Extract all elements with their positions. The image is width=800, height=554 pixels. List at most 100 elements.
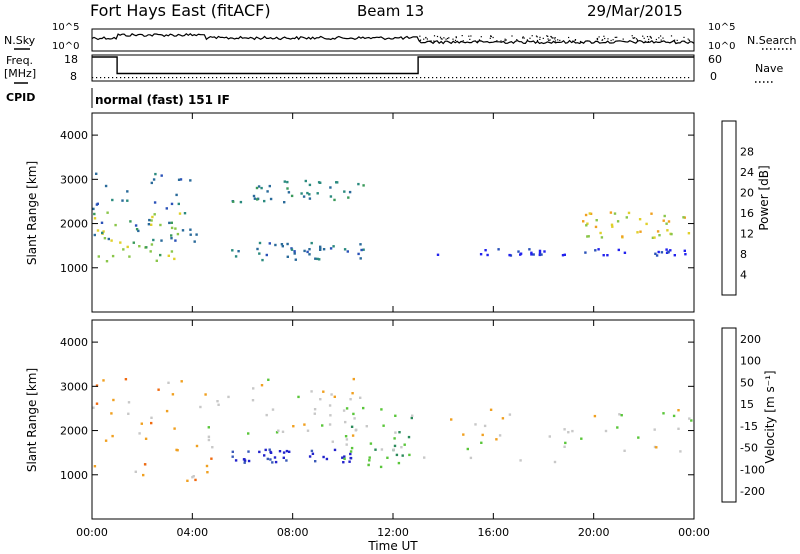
heatmap-cell bbox=[232, 200, 235, 203]
heatmap-cell bbox=[189, 228, 192, 231]
heatmap-cell bbox=[153, 213, 156, 216]
nave-point bbox=[564, 77, 566, 79]
noise-search-point bbox=[536, 39, 539, 42]
heatmap-cell bbox=[300, 192, 303, 195]
heatmap-cell bbox=[328, 423, 332, 426]
nave-point bbox=[656, 77, 658, 79]
heatmap-cell bbox=[348, 190, 352, 194]
nave-point bbox=[592, 77, 594, 79]
heatmap-cell bbox=[268, 448, 271, 451]
heatmap-cell bbox=[667, 251, 670, 254]
heatmap-cell bbox=[189, 233, 192, 236]
heatmap-cell bbox=[104, 439, 108, 442]
nave-point bbox=[224, 77, 226, 79]
nave-point bbox=[216, 77, 218, 79]
noise-search-point bbox=[612, 39, 614, 41]
noise-search-point bbox=[492, 36, 494, 39]
heatmap-cell bbox=[616, 220, 620, 223]
heatmap-cell bbox=[95, 402, 99, 405]
noise-search-point bbox=[531, 35, 533, 37]
noise-search-point bbox=[522, 36, 524, 38]
heatmap-cell bbox=[677, 427, 680, 430]
nave-point bbox=[572, 77, 574, 79]
heatmap-cell bbox=[267, 378, 270, 381]
nave-point bbox=[488, 77, 490, 79]
heatmap-cell bbox=[275, 431, 279, 434]
nave-point bbox=[444, 77, 446, 79]
heatmap-cell bbox=[595, 219, 598, 222]
noise-tick-low-right: 10^0 bbox=[708, 41, 735, 52]
noise-search-point bbox=[539, 36, 541, 38]
heatmap-cell bbox=[410, 416, 413, 420]
heatmap-cell bbox=[177, 178, 181, 181]
heatmap-cell bbox=[343, 248, 347, 251]
heatmap-cell bbox=[345, 438, 349, 441]
heatmap-cell bbox=[528, 248, 531, 251]
power-heatmap bbox=[92, 172, 691, 263]
heatmap-cell bbox=[357, 252, 360, 256]
nave-point bbox=[632, 77, 634, 79]
noise-search-point bbox=[433, 35, 436, 37]
noise-search-point bbox=[551, 37, 553, 39]
nave-point bbox=[352, 77, 354, 79]
noise-search-point bbox=[596, 38, 598, 40]
heatmap-cell bbox=[486, 253, 489, 257]
heatmap-cell bbox=[343, 457, 346, 460]
heatmap-cell bbox=[398, 431, 401, 434]
heatmap-cell bbox=[150, 219, 153, 222]
nave-point bbox=[268, 77, 270, 79]
heatmap-cell bbox=[273, 456, 277, 459]
heatmap-cell bbox=[274, 243, 277, 247]
heatmap-cell bbox=[670, 232, 673, 236]
heatmap-cell bbox=[564, 441, 567, 445]
heatmap-cell bbox=[252, 194, 256, 198]
colorbar-tick-label: 200 bbox=[740, 333, 761, 346]
heatmap-cell bbox=[104, 184, 108, 188]
nave-point bbox=[456, 77, 458, 79]
nave-point bbox=[500, 77, 502, 79]
heatmap-cell bbox=[278, 450, 282, 453]
nave-point bbox=[440, 77, 442, 79]
heatmap-cell bbox=[319, 247, 322, 250]
heatmap-cell bbox=[160, 174, 163, 177]
heatmap-cell bbox=[170, 221, 173, 224]
heatmap-cell bbox=[368, 456, 371, 459]
freq-tick-high: 18 bbox=[64, 53, 78, 66]
heatmap-cell bbox=[650, 212, 653, 215]
nave-point bbox=[484, 77, 486, 79]
heatmap-cell bbox=[253, 197, 257, 200]
nave-point bbox=[516, 77, 518, 79]
nave-point bbox=[128, 77, 130, 79]
heatmap-cell bbox=[408, 453, 411, 457]
noise-search-point bbox=[455, 37, 457, 39]
heatmap-cell bbox=[497, 248, 500, 251]
noise-tick-high-left: 10^5 bbox=[52, 22, 79, 33]
heatmap-cell bbox=[237, 250, 240, 253]
heatmap-cell bbox=[189, 179, 192, 182]
noise-search-point bbox=[670, 35, 673, 37]
heatmap-cell bbox=[269, 197, 273, 201]
noise-search-point bbox=[547, 35, 549, 37]
heatmap-cell bbox=[110, 412, 113, 415]
heatmap-cell bbox=[538, 249, 542, 253]
heatmap-cell bbox=[286, 242, 289, 246]
noise-search-point bbox=[642, 35, 644, 37]
heatmap-cell bbox=[586, 222, 589, 225]
time-tick-label: 00:00 bbox=[678, 526, 710, 539]
time-axis: 00:00 04:00 08:00 12:00 16:00 20:00 00:00 bbox=[76, 526, 710, 539]
nave-point bbox=[184, 77, 186, 79]
heatmap-cell bbox=[610, 223, 614, 226]
noise-search-point bbox=[554, 38, 556, 40]
noise-search-point bbox=[504, 40, 506, 42]
nave-point bbox=[660, 77, 662, 79]
colorbar-tick-label: -15 bbox=[740, 420, 758, 433]
heatmap-cell bbox=[308, 248, 311, 251]
heatmap-cell bbox=[167, 254, 170, 257]
power-colorbar-title: Power [dB] bbox=[757, 165, 771, 230]
noise-search-point bbox=[445, 38, 447, 40]
heatmap-cell bbox=[271, 461, 274, 464]
nave-point bbox=[676, 77, 678, 79]
colorbar-tick-label: 28 bbox=[740, 146, 754, 159]
noise-search-point bbox=[448, 37, 450, 39]
heatmap-cell bbox=[304, 179, 307, 183]
